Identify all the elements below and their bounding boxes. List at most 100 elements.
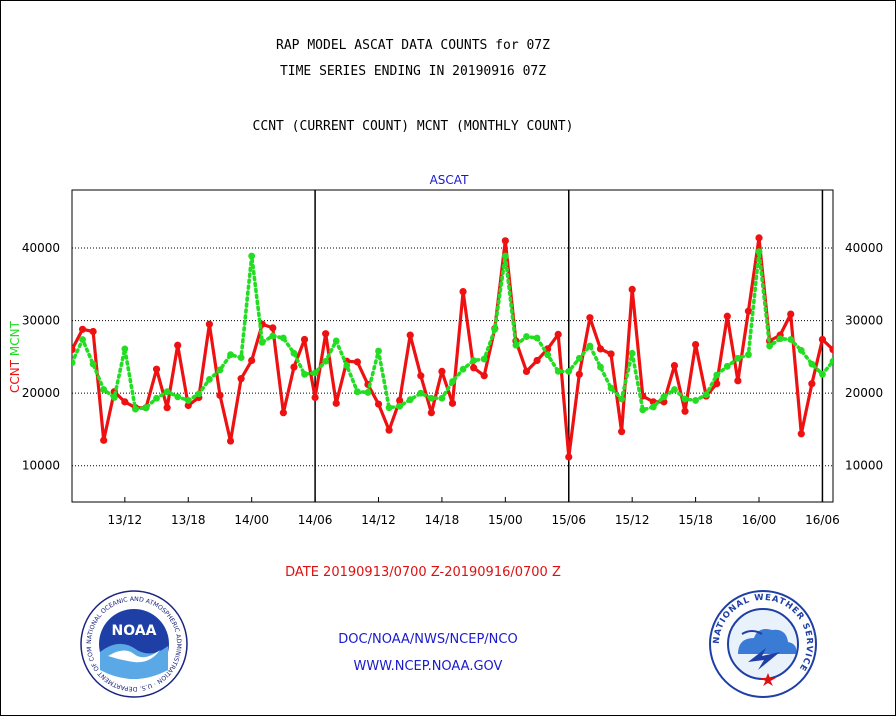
data-point-ccnt [89,327,97,336]
x-tick-label: 14/12 [361,513,396,527]
data-point-mcnt [121,345,129,353]
data-point-ccnt [226,437,235,445]
data-point-mcnt [544,351,552,359]
x-tick-label: 14/18 [425,513,460,527]
data-point-ccnt [448,399,457,407]
data-point-ccnt [628,285,636,294]
data-point-ccnt [417,372,425,380]
data-point-ccnt [279,409,287,417]
x-tick-label: 13/12 [108,513,143,527]
data-point-mcnt [142,404,150,412]
data-point-mcnt [279,334,287,342]
grid [72,247,833,467]
data-point-mcnt [290,349,298,357]
x-tick-label: 15/06 [551,513,586,527]
data-point-ccnt [78,325,87,333]
data-point-mcnt [163,388,171,396]
y-tick-labels: 10000 10000 20000 20000 30000 30000 40000 40000 [22,241,883,473]
data-point-mcnt [755,248,763,256]
data-point-mcnt [766,342,773,350]
chart-header-line-3: CCNT (CURRENT COUNT) MCNT (MONTHLY COUNT… [252,119,574,134]
noaa-logo-text: NOAA [112,623,157,639]
data-point-ccnt [670,361,679,370]
x-tick-label: 15/18 [678,513,713,527]
data-point-ccnt [575,370,583,378]
plot-border [71,189,834,503]
data-point-ccnt [353,358,361,366]
data-point-ccnt [385,426,393,434]
data-point-ccnt [406,331,414,339]
data-point-ccnt [787,310,795,318]
x-tick-label: 15/12 [615,513,650,527]
data-point-mcnt [237,354,245,362]
data-point-ccnt [808,380,816,388]
data-point-mcnt [427,394,435,402]
data-point-ccnt [152,365,161,373]
chart-header-line-2: TIME SERIES ENDING IN 20190916 07Z [279,64,547,79]
data-point-mcnt [449,378,456,385]
data-point-ccnt [248,356,256,365]
data-point-ccnt [470,364,478,372]
series-line-ccnt [72,236,833,459]
data-point-mcnt [692,397,699,404]
data-point-mcnt [89,360,97,368]
data-point-ccnt [744,307,753,315]
data-point-mcnt [174,393,182,401]
data-point-ccnt [607,350,615,358]
data-point-ccnt [522,367,531,375]
data-point-ccnt [818,335,827,344]
data-point-mcnt [100,386,108,393]
data-point-mcnt [628,349,636,357]
website-link[interactable]: WWW.NCEP.NOAA.GOV [353,659,503,674]
data-point-mcnt [206,375,213,383]
data-point-mcnt [470,357,478,364]
date-range-label: DATE 20190913/0700 Z-20190916/0700 Z [0,565,846,580]
data-point-mcnt [702,391,710,399]
y-tick-label-left: 40000 [22,241,60,255]
data-point-mcnt [776,335,784,343]
data-point-mcnt [385,404,393,412]
data-point-mcnt [649,403,657,411]
data-point-mcnt [216,366,224,374]
data-point-ccnt [427,409,435,417]
data-point-mcnt [797,346,805,354]
data-point-mcnt [829,357,833,365]
chart-title: ASCAT [430,173,469,187]
nws-logo: NATIONAL WEATHER SERVICE [708,590,818,698]
data-point-mcnt [723,362,731,370]
data-point-ccnt [586,314,594,322]
data-point-mcnt [406,396,414,404]
data-point-mcnt [618,395,626,403]
data-point-ccnt [332,399,340,407]
data-point-ccnt [322,330,330,338]
data-point-mcnt [639,406,647,414]
data-point-mcnt [417,389,425,397]
data-point-mcnt [808,360,816,368]
data-point-mcnt [364,389,372,396]
data-point-mcnt [375,347,382,355]
series-mcnt [72,248,833,414]
data-point-mcnt [332,337,340,345]
data-point-mcnt [311,369,319,377]
y-tick-label-right: 20000 [845,386,883,400]
data-point-mcnt [258,338,266,346]
noaa-logo: NOAA NATIONAL OCEANIC AND ATMOSPHERIC AD… [77,585,188,698]
data-point-ccnt [734,377,742,385]
data-point-mcnt [132,405,139,413]
data-point-ccnt [459,287,467,296]
x-tick-labels: 13/12 13/18 14/00 14/06 14/12 14/18 15/00 15/06… [108,497,840,527]
data-point-ccnt [618,428,626,436]
data-point-mcnt [713,371,721,379]
data-point-mcnt [671,386,678,393]
data-point-mcnt [184,397,192,404]
data-point-ccnt [121,398,129,406]
data-point-mcnt [660,393,668,401]
data-point-mcnt [110,394,118,401]
data-point-mcnt [153,394,160,402]
data-point-ccnt [681,407,689,415]
y-tick-label-right: 40000 [845,241,883,255]
data-point-mcnt [586,342,594,350]
data-point-ccnt [174,341,182,349]
org-link[interactable]: DOC/NOAA/NWS/NCEP/NCO [338,632,518,647]
